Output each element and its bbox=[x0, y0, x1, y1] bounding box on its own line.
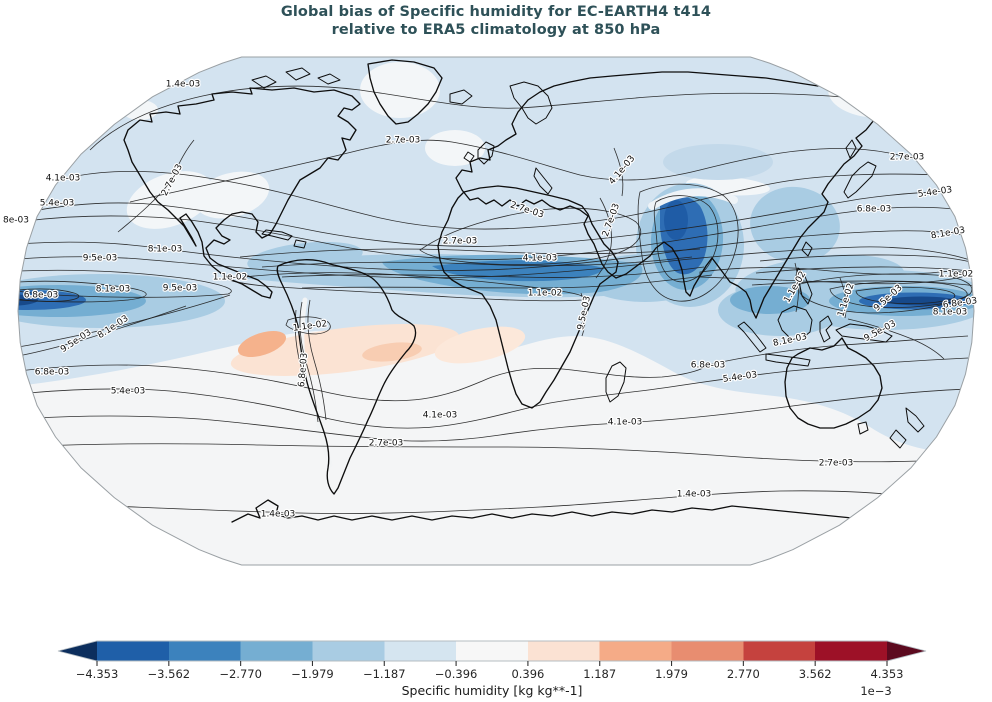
colorbar-over-arrow bbox=[887, 641, 926, 661]
coast-new-guinea bbox=[835, 323, 893, 343]
contour-label: 6.8e-03 bbox=[857, 205, 892, 215]
coast-north-america bbox=[123, 87, 361, 299]
colorbar-tick-label: −2.770 bbox=[219, 667, 262, 681]
contour-label: 2.7e-03 bbox=[819, 459, 854, 469]
coast-caribbean bbox=[261, 229, 307, 249]
coast-antarctica bbox=[231, 499, 909, 531]
contour-label: 4.1e-03 bbox=[46, 174, 81, 184]
map-outline bbox=[17, 56, 975, 566]
colorbar-tick-label: −0.396 bbox=[435, 667, 478, 681]
coast-arctic-islands bbox=[251, 67, 341, 89]
contour-label: 6.8e-03 bbox=[24, 291, 59, 301]
contour-label: 1.4e-03 bbox=[166, 80, 201, 90]
colorbar-tick-label: −1.187 bbox=[363, 667, 406, 681]
coast-madagascar bbox=[605, 361, 627, 403]
colorbar-segment bbox=[671, 641, 744, 661]
contour-label: 1.1e-02 bbox=[939, 270, 974, 280]
contour-label: 1.1e-02 bbox=[213, 273, 248, 283]
contour-label: 6.8e-03 bbox=[297, 352, 310, 387]
coast-britain bbox=[463, 141, 495, 165]
contour-label: 1.1e-02 bbox=[528, 289, 563, 299]
colorbar: −4.353 −3.562 −2.770 −1.979 −1.187 −0.396 0.39… bbox=[57, 640, 927, 698]
positive-bias-regions bbox=[230, 324, 526, 376]
contour-label: 2.7e-03 bbox=[386, 136, 421, 146]
colorbar-segment bbox=[456, 641, 529, 661]
coast-south-america bbox=[276, 259, 417, 495]
contour-label: 8.1e-03 bbox=[96, 285, 131, 295]
colorbar-segment bbox=[384, 641, 457, 661]
colorbar-tick-label: 4.353 bbox=[871, 667, 904, 681]
contour-label: 4.1e-03 bbox=[608, 418, 643, 428]
coast-japan bbox=[843, 139, 877, 199]
colorbar-segment bbox=[240, 641, 313, 661]
colorbar-offset-label: 1e−3 bbox=[860, 684, 891, 698]
colorbar-axis-label: Specific humidity [kg kg**-1] bbox=[402, 683, 583, 698]
colorbar-tick-label: 3.562 bbox=[799, 667, 832, 681]
contour-label: 6.8e-03 bbox=[35, 368, 70, 378]
contour-label: 8.1e-03 bbox=[148, 245, 183, 255]
figure-title: Global bias of Specific humidity for EC-… bbox=[0, 3, 992, 39]
contour-label: 5.4e-03 bbox=[40, 199, 75, 209]
contour-label: 2.7e-03 bbox=[443, 237, 478, 247]
coast-eurasia bbox=[455, 71, 887, 319]
colorbar-tick-label: 0.396 bbox=[511, 667, 544, 681]
contour-label: 9.5e-03 bbox=[83, 254, 118, 264]
contour-label: 2.7e-03 bbox=[369, 439, 404, 449]
colorbar-segment bbox=[527, 641, 601, 661]
colorbar-tick-label: −4.353 bbox=[76, 667, 119, 681]
contour-label: 1.4e-03 bbox=[677, 490, 712, 500]
contour-label: 4.1e-03 bbox=[423, 411, 458, 421]
himalaya-white-band bbox=[648, 188, 738, 210]
colorbar-tick-label: −1.979 bbox=[291, 667, 334, 681]
colorbar-segment bbox=[168, 641, 242, 661]
coast-italy bbox=[533, 167, 553, 195]
contour-label: 8.1e-03 bbox=[933, 308, 968, 318]
contour-label: 6.8e-03 bbox=[691, 361, 726, 371]
coastlines bbox=[123, 59, 925, 531]
contour-label: 1.4e-03 bbox=[261, 510, 296, 520]
contour-label: 9.5e-03 bbox=[163, 284, 198, 294]
figure-title-line-1: Global bias of Specific humidity for EC-… bbox=[280, 4, 712, 20]
colorbar-under-arrow bbox=[58, 641, 97, 661]
colorbar-tick-label: −3.562 bbox=[148, 667, 191, 681]
colorbar-segment bbox=[312, 641, 385, 661]
contour-label: 5.4e-03 bbox=[111, 387, 146, 397]
colorbar-segment bbox=[599, 641, 673, 661]
coast-southeast-asia-islands bbox=[737, 241, 833, 367]
coast-tasmania-nz bbox=[857, 407, 925, 449]
contour-label: 2.7e-03 bbox=[890, 153, 925, 163]
negative-bias-core-darkest bbox=[18, 200, 957, 306]
contour-label: 8e-03 bbox=[3, 216, 29, 226]
contour-label: 4.1e-03 bbox=[523, 254, 558, 264]
contour-lines bbox=[18, 85, 974, 514]
colorbar-segment bbox=[743, 641, 816, 661]
colorbar-tick-label: 2.770 bbox=[727, 667, 760, 681]
colorbar-tick-label: 1.187 bbox=[583, 667, 616, 681]
colorbar-segment bbox=[815, 641, 888, 661]
colorbar-tick-label: 1.979 bbox=[655, 667, 688, 681]
coast-australia bbox=[784, 337, 883, 429]
figure-title-line-2: relative to ERA5 climatology at 850 hPa bbox=[331, 22, 661, 38]
near-zero-region-south bbox=[18, 330, 974, 565]
world-map: 4.1e-03 5.4e-03 8e-03 2.7e-03 8.1e-03 9.5e-03… bbox=[2, 56, 979, 566]
colorbar-segment bbox=[97, 641, 170, 661]
coast-greenland bbox=[367, 59, 443, 125]
coast-scandinavia bbox=[509, 81, 553, 125]
coast-africa bbox=[437, 185, 619, 409]
coast-iceland bbox=[449, 89, 473, 105]
